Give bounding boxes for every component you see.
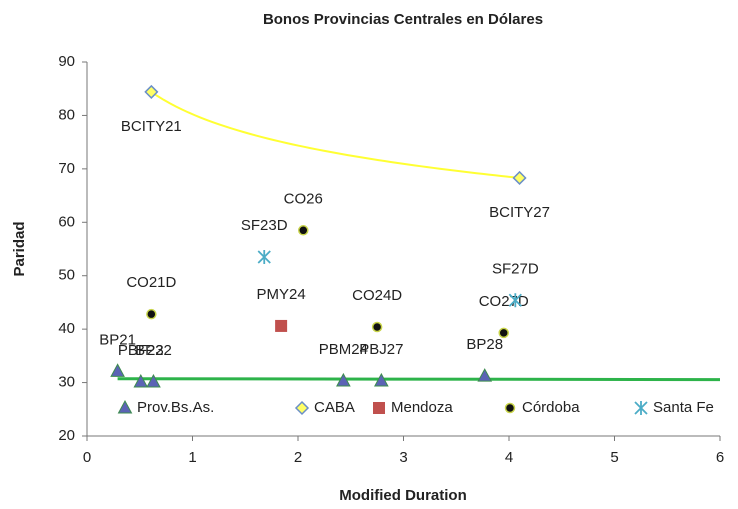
data-label: BP21 bbox=[99, 331, 136, 348]
data-point bbox=[275, 319, 288, 332]
y-tick-label: 40 bbox=[58, 320, 75, 337]
data-label: CO26 bbox=[284, 190, 323, 207]
y-tick-label: 70 bbox=[58, 160, 75, 177]
data-point bbox=[374, 372, 389, 387]
x-tick-label: 1 bbox=[188, 449, 196, 466]
x-tick-label: 3 bbox=[399, 449, 407, 466]
data-label: BCITY21 bbox=[121, 118, 182, 135]
x-tick-label: 2 bbox=[294, 449, 302, 466]
y-axis-title: Paridad bbox=[11, 221, 28, 276]
x-axis-title: Modified Duration bbox=[339, 487, 467, 504]
y-tick-label: 50 bbox=[58, 267, 75, 284]
data-point bbox=[508, 293, 522, 308]
y-tick-label: 90 bbox=[58, 53, 75, 70]
data-point bbox=[498, 327, 509, 339]
x-tick-label: 0 bbox=[83, 449, 91, 466]
data-point bbox=[146, 373, 161, 388]
data-label: PMY24 bbox=[257, 286, 306, 303]
legend-marker bbox=[117, 399, 133, 414]
x-tick-label: 4 bbox=[505, 449, 513, 466]
data-label: SF27D bbox=[492, 260, 539, 277]
y-tick-label: 30 bbox=[58, 374, 75, 391]
data-point bbox=[133, 373, 149, 388]
data-point bbox=[146, 308, 157, 320]
data-label: PBJ27 bbox=[359, 341, 403, 358]
legend-marker bbox=[373, 402, 385, 414]
legend-marker bbox=[294, 400, 310, 416]
x-tick-label: 5 bbox=[610, 449, 618, 466]
data-point bbox=[110, 363, 125, 377]
y-tick-label: 20 bbox=[58, 427, 75, 444]
trendline bbox=[117, 377, 721, 382]
x-tick-label: 6 bbox=[716, 449, 724, 466]
y-tick-label: 60 bbox=[58, 213, 75, 230]
chart-title: Bonos Provincias Centrales en Dólares bbox=[263, 11, 543, 28]
data-label: BCITY27 bbox=[489, 204, 550, 221]
legend-label: Córdoba bbox=[522, 399, 580, 416]
data-point bbox=[371, 321, 383, 333]
data-point bbox=[144, 84, 159, 99]
y-tick-label: 80 bbox=[58, 106, 75, 123]
data-label: CO24D bbox=[352, 287, 402, 304]
legend-marker bbox=[634, 401, 648, 415]
legend-label: Santa Fe bbox=[653, 399, 714, 416]
trendline bbox=[150, 91, 520, 179]
legend-label: Mendoza bbox=[391, 399, 453, 416]
data-label: BP22 bbox=[135, 342, 172, 359]
data-label: CO27D bbox=[479, 293, 529, 310]
data-label: SF23D bbox=[241, 217, 288, 234]
legend-label: CABA bbox=[314, 399, 355, 416]
data-label: CO21D bbox=[126, 274, 176, 291]
data-point bbox=[257, 250, 271, 265]
legend-label: Prov.Bs.As. bbox=[137, 399, 214, 416]
data-label: PBF23 bbox=[118, 342, 164, 359]
data-point bbox=[477, 368, 493, 382]
data-point bbox=[512, 170, 527, 186]
legend-marker bbox=[504, 402, 516, 414]
data-point bbox=[336, 372, 351, 387]
data-point bbox=[298, 225, 309, 236]
data-label: PBM24 bbox=[319, 341, 368, 358]
data-label: BP28 bbox=[466, 336, 503, 353]
